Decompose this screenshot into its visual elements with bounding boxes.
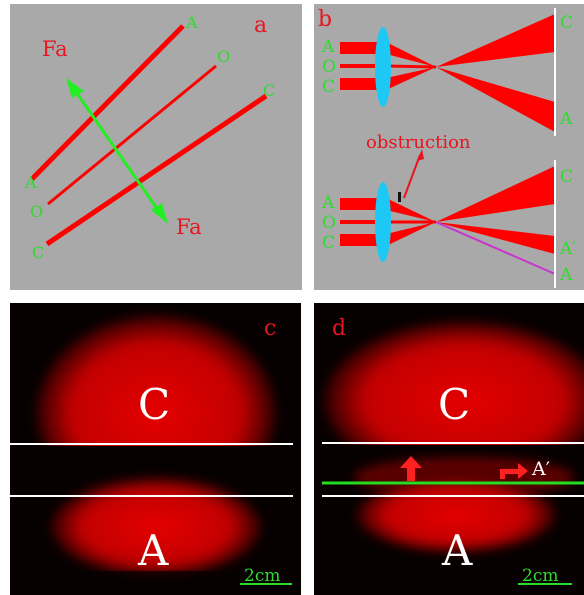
focusing-beam-c	[386, 67, 436, 90]
line-label-c-top: C	[263, 81, 275, 100]
input-beam-a-lower	[340, 198, 386, 210]
force-arrowhead-bottom	[151, 203, 168, 224]
scale-label-d: 2cm	[522, 566, 558, 586]
panel-d-letter: d	[332, 316, 346, 341]
input-beam-o-lower	[340, 220, 386, 224]
input-label-o-top: O	[322, 57, 336, 77]
lens-bottom	[375, 182, 391, 262]
scale-label-c: 2cm	[244, 566, 280, 586]
output-label-a-shifted: A′	[559, 239, 576, 259]
input-beam-c-lower	[340, 234, 386, 246]
input-beam-c	[340, 78, 386, 90]
line-label-a-top: A	[185, 13, 198, 32]
line-label-c-bottom: C	[32, 243, 44, 262]
force-label-bottom: Fa	[176, 215, 202, 239]
beam-spot-d	[324, 321, 584, 481]
diverging-beam-a-shifted	[436, 222, 555, 254]
lower-spot-label-c: A	[137, 526, 169, 575]
beam-line-a	[30, 24, 185, 181]
force-arrow	[74, 91, 160, 211]
output-label-a-top: A	[559, 109, 573, 129]
input-label-c-top: C	[322, 77, 335, 97]
input-label-a-top: A	[321, 37, 335, 57]
shift-arrow-right	[500, 463, 528, 479]
line-label-o-bottom: O	[30, 202, 43, 221]
input-label-a-bottom: A	[321, 193, 335, 213]
setup-obstructed: A O C C A′ A	[321, 160, 576, 288]
input-label-c-bottom: C	[322, 233, 335, 253]
panel-c: c C A 2cm	[10, 303, 301, 595]
panel-c-letter: c	[264, 316, 276, 341]
input-label-o-bottom: O	[322, 213, 336, 233]
beam-spot-a	[51, 477, 261, 577]
diverging-beam-c-lower	[436, 166, 555, 222]
diverging-beam-c	[436, 14, 555, 67]
output-label-a-bottom: A	[559, 265, 573, 285]
upper-spot-label-d: C	[438, 380, 470, 429]
obstruction-pointer	[403, 154, 421, 199]
panel-b-letter: b	[318, 7, 332, 32]
panel-b: b A O C C A obstruction A O C C A′ A	[314, 4, 584, 290]
panel-a-letter: a	[254, 13, 267, 38]
beam-line-o	[47, 64, 217, 206]
lower-spot-label-d: A	[441, 526, 473, 575]
line-label-o-top: O	[217, 47, 230, 66]
panel-d: d C A A′ 2cm	[314, 303, 584, 595]
focusing-beam-c-lower	[386, 222, 436, 246]
beam-line-c	[45, 93, 268, 247]
force-arrowhead-top	[66, 78, 84, 98]
focusing-beam-a-lower	[386, 198, 436, 222]
shifted-spot-label-d: A′	[531, 458, 550, 480]
panel-a: a Fa Fa A O C A O C	[10, 4, 302, 290]
line-label-a-bottom: A	[24, 173, 37, 192]
diverging-beam-a	[436, 67, 555, 132]
obstruction-pointer-head	[417, 149, 424, 161]
obstruction-block	[398, 192, 401, 202]
input-beam-o	[340, 64, 386, 68]
deflected-ray	[435, 221, 556, 275]
upper-spot-label-c: C	[138, 380, 170, 429]
output-label-c-bottom: C	[560, 167, 573, 187]
lens-top	[375, 27, 391, 107]
focusing-beam-a	[386, 42, 436, 67]
focusing-beam-o	[385, 64, 437, 69]
shift-arrow-up	[400, 456, 422, 481]
force-label-top: Fa	[42, 37, 68, 61]
input-beam-a	[340, 42, 386, 54]
output-label-c-top: C	[560, 13, 573, 33]
setup-unobstructed: b A O C C A	[318, 7, 573, 136]
obstruction-label: obstruction	[366, 132, 471, 153]
